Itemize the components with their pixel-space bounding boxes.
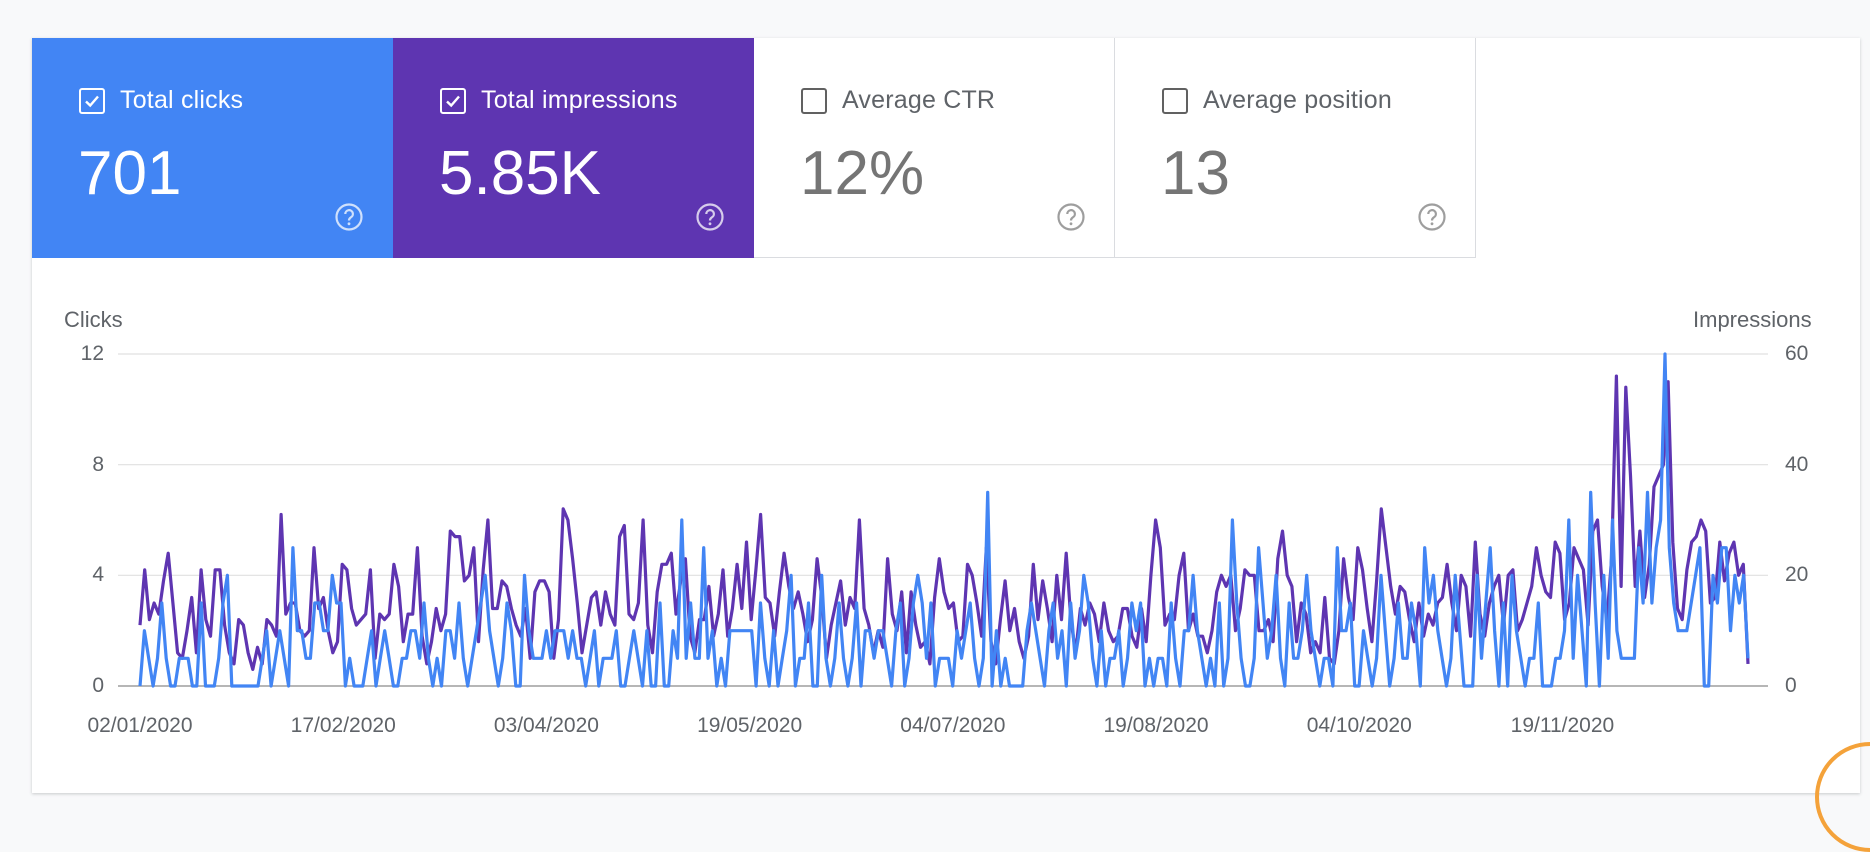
left-tick-label: 12 (80, 342, 104, 365)
left-tick-label: 0 (92, 674, 104, 697)
x-tick-label: 02/01/2020 (87, 714, 193, 737)
metric-label: Total clicks (120, 86, 244, 114)
left-axis-title: Clicks (64, 307, 123, 332)
right-tick-label: 60 (1785, 342, 1809, 365)
x-tick-label: 04/07/2020 (900, 714, 1006, 737)
x-tick-label: 19/05/2020 (697, 714, 803, 737)
metric-average-ctr[interactable]: Average CTR 12% (754, 38, 1115, 258)
help-icon[interactable] (334, 202, 364, 232)
help-icon[interactable] (695, 202, 725, 232)
average-position-checkbox[interactable] (1162, 88, 1188, 114)
metric-total-clicks[interactable]: Total clicks 701 (32, 38, 393, 258)
metric-value: 13 (1161, 139, 1230, 208)
average-ctr-checkbox[interactable] (801, 88, 827, 114)
total-clicks-checkbox[interactable] (79, 88, 105, 114)
x-tick-label: 17/02/2020 (290, 714, 396, 737)
left-tick-label: 4 (92, 563, 104, 587)
check-icon (446, 95, 460, 108)
x-tick-label: 19/08/2020 (1103, 714, 1209, 737)
right-axis-title: Impressions (1693, 307, 1812, 332)
performance-card: Total clicks 701 Total impressions 5.85K… (32, 38, 1860, 793)
right-tick-label: 0 (1785, 674, 1797, 697)
metric-value: 12% (800, 139, 925, 208)
check-icon (85, 95, 99, 108)
left-tick-label: 8 (92, 452, 104, 476)
x-tick-label: 03/04/2020 (493, 714, 599, 737)
total-impressions-checkbox[interactable] (440, 88, 466, 114)
metric-tabs: Total clicks 701 Total impressions 5.85K… (32, 38, 1476, 258)
impressions-series-line[interactable] (138, 374, 1750, 672)
x-tick-label: 04/10/2020 (1306, 714, 1412, 737)
help-icon[interactable] (1056, 202, 1086, 232)
right-tick-label: 40 (1785, 452, 1809, 476)
metric-total-impressions[interactable]: Total impressions 5.85K (393, 38, 754, 258)
metric-label: Average position (1203, 86, 1392, 114)
x-tick-label: 19/11/2020 (1510, 714, 1615, 737)
metric-label: Average CTR (842, 86, 996, 114)
metric-average-position[interactable]: Average position 13 (1115, 38, 1476, 258)
metric-value: 701 (78, 139, 182, 208)
metric-label: Total impressions (481, 86, 678, 114)
clicks-series-line[interactable] (138, 352, 1750, 688)
help-icon[interactable] (1417, 202, 1447, 232)
metric-value: 5.85K (439, 139, 602, 208)
right-tick-label: 20 (1785, 563, 1809, 587)
chart-plot-area[interactable] (0, 0, 1870, 798)
